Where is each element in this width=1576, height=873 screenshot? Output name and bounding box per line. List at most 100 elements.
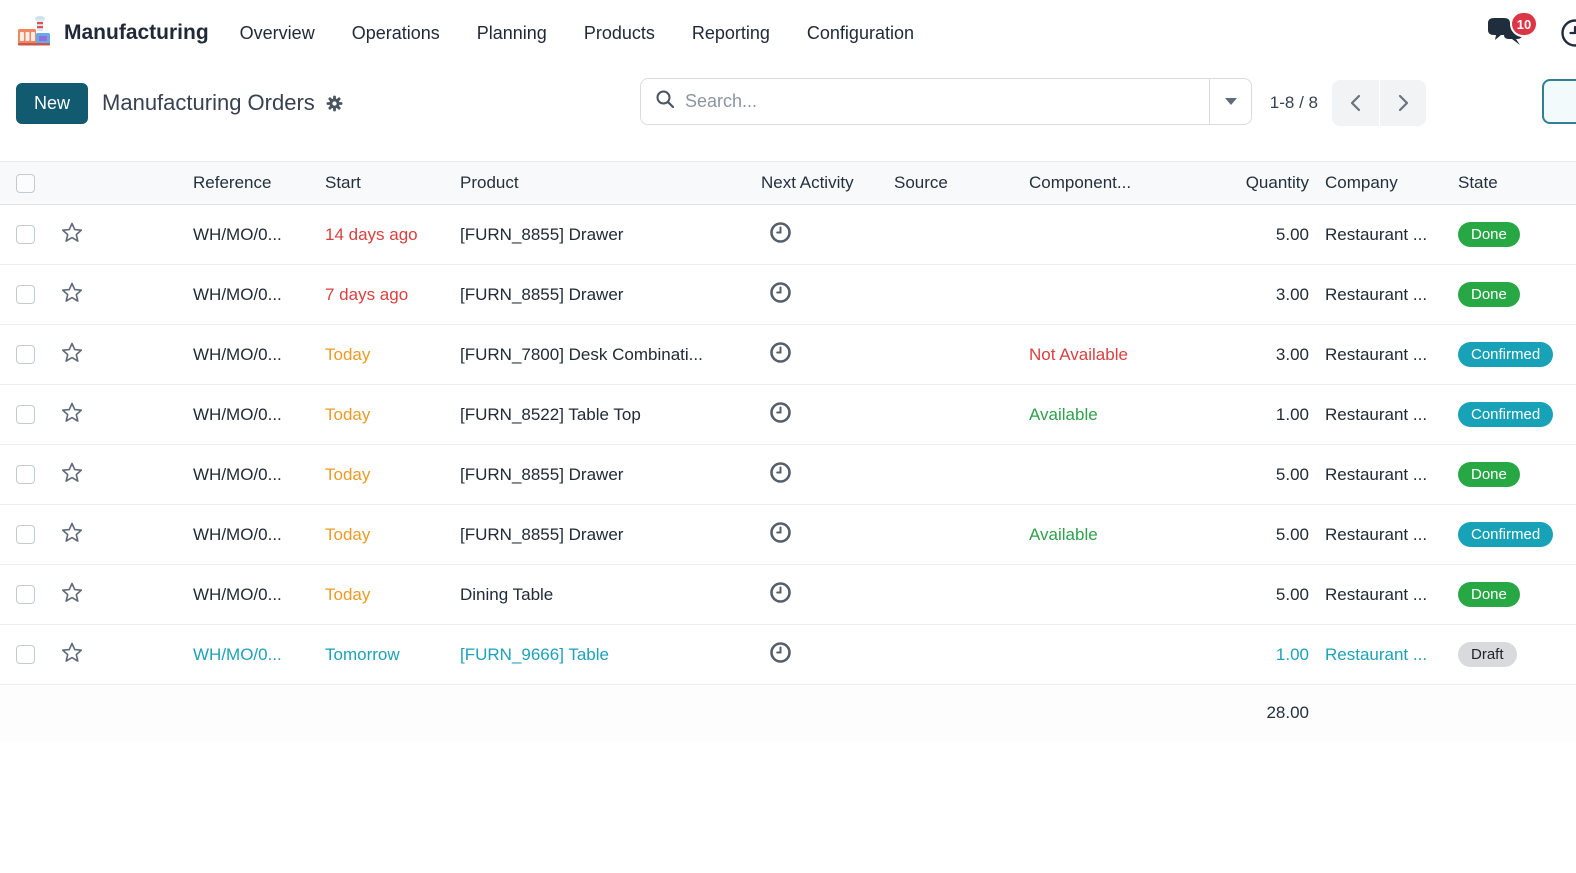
row-star-cell: [48, 384, 96, 445]
cell-state: Confirmed: [1450, 324, 1576, 385]
row-star-cell: [48, 264, 96, 325]
cell-source: [886, 624, 1021, 685]
pager-buttons: [1332, 80, 1426, 126]
favorite-star-icon[interactable]: [60, 461, 84, 484]
favorite-star-icon[interactable]: [60, 521, 84, 544]
row-checkbox[interactable]: [16, 585, 35, 604]
row-star-cell: [48, 204, 96, 265]
cell-source: [886, 444, 1021, 505]
activity-clock-icon[interactable]: [769, 581, 792, 604]
favorite-star-icon[interactable]: [60, 221, 84, 244]
table-row[interactable]: WH/MO/0... Today [FURN_8522] Table Top A…: [0, 384, 1576, 445]
menu-planning[interactable]: Planning: [476, 22, 547, 43]
status-badge: Done: [1458, 282, 1520, 307]
row-checkbox[interactable]: [16, 285, 35, 304]
activity-clock-icon[interactable]: [769, 341, 792, 364]
table-row[interactable]: WH/MO/0... Today [FURN_7800] Desk Combin…: [0, 324, 1576, 385]
activity-clock-icon[interactable]: [769, 221, 792, 244]
search-main: [641, 89, 1209, 114]
header-state[interactable]: State: [1450, 161, 1576, 205]
favorite-star-icon[interactable]: [60, 281, 84, 304]
main-menu: Overview Operations Planning Products Re…: [240, 23, 914, 44]
cell-source: [886, 564, 1021, 625]
status-badge: Done: [1458, 462, 1520, 487]
list-view-button[interactable]: [1542, 79, 1576, 124]
cell-quantity: 5.00: [1165, 204, 1311, 265]
search-icon: [655, 89, 675, 114]
footer-spacer-right: [1311, 684, 1576, 741]
menu-products[interactable]: Products: [583, 22, 655, 43]
row-select-cell: [0, 264, 48, 325]
spacer-column-header: [96, 161, 185, 205]
row-checkbox[interactable]: [16, 405, 35, 424]
header-component[interactable]: Component...: [1021, 161, 1165, 205]
cell-source: [886, 504, 1021, 565]
favorite-star-icon[interactable]: [60, 581, 84, 604]
cell-component-status: Available: [1021, 384, 1165, 445]
table-row[interactable]: WH/MO/0... Tomorrow [FURN_9666] Table 1.…: [0, 624, 1576, 685]
cell-start: 7 days ago: [317, 264, 452, 325]
row-checkbox[interactable]: [16, 225, 35, 244]
gear-icon[interactable]: [325, 94, 344, 113]
header-quantity[interactable]: Quantity: [1165, 161, 1311, 205]
row-checkbox[interactable]: [16, 525, 35, 544]
cell-start: 14 days ago: [317, 204, 452, 265]
table-row[interactable]: WH/MO/0... 14 days ago [FURN_8855] Drawe…: [0, 204, 1576, 265]
row-select-cell: [0, 444, 48, 505]
favorite-star-icon[interactable]: [60, 341, 84, 364]
cell-state: Draft: [1450, 624, 1576, 685]
row-checkbox[interactable]: [16, 645, 35, 664]
cell-product: [FURN_8855] Drawer: [452, 264, 753, 325]
select-all-checkbox[interactable]: [16, 173, 35, 193]
activity-clock-icon[interactable]: [769, 401, 792, 424]
pager-previous-button[interactable]: [1332, 80, 1379, 126]
cell-next-activity: [753, 264, 886, 325]
messages-icon[interactable]: 10: [1484, 11, 1538, 53]
activity-clock-icon[interactable]: [769, 641, 792, 664]
row-spacer-cell: [96, 624, 185, 685]
activity-clock-icon[interactable]: [769, 521, 792, 544]
table-row[interactable]: WH/MO/0... 7 days ago [FURN_8855] Drawer…: [0, 264, 1576, 325]
search-options-toggle[interactable]: [1209, 79, 1251, 124]
pager-next-button[interactable]: [1379, 80, 1426, 126]
cell-start: Tomorrow: [317, 624, 452, 685]
table-row[interactable]: WH/MO/0... Today [FURN_8855] Drawer Avai…: [0, 504, 1576, 565]
row-star-cell: [48, 564, 96, 625]
orders-tbody: WH/MO/0... 14 days ago [FURN_8855] Drawe…: [0, 204, 1576, 685]
cell-component-status: [1021, 444, 1165, 505]
status-badge: Confirmed: [1458, 342, 1554, 367]
row-select-cell: [0, 324, 48, 385]
menu-configuration[interactable]: Configuration: [806, 22, 914, 43]
row-checkbox[interactable]: [16, 345, 35, 364]
header-next-activity[interactable]: Next Activity: [753, 161, 886, 205]
cell-product: [FURN_7800] Desk Combinati...: [452, 324, 753, 385]
search-input[interactable]: [685, 91, 1195, 112]
header-start[interactable]: Start: [317, 161, 452, 205]
header-company[interactable]: Company: [1311, 161, 1450, 205]
favorite-star-icon[interactable]: [60, 401, 84, 424]
header-source[interactable]: Source: [886, 161, 1021, 205]
table-row[interactable]: WH/MO/0... Today Dining Table 5.00 Resta…: [0, 564, 1576, 625]
menu-operations[interactable]: Operations: [351, 22, 440, 43]
menu-overview[interactable]: Overview: [239, 22, 315, 43]
cell-company: Restaurant ...: [1311, 204, 1450, 265]
menu-reporting[interactable]: Reporting: [691, 22, 770, 43]
cell-state: Done: [1450, 204, 1576, 265]
row-star-cell: [48, 444, 96, 505]
pager: 1-8 / 8: [1270, 66, 1426, 140]
header-product[interactable]: Product: [452, 161, 753, 205]
row-checkbox[interactable]: [16, 465, 35, 484]
cell-company: Restaurant ...: [1311, 384, 1450, 445]
row-spacer-cell: [96, 324, 185, 385]
cell-component-status: [1021, 204, 1165, 265]
cell-quantity: 5.00: [1165, 564, 1311, 625]
new-button[interactable]: New: [16, 82, 89, 124]
activity-clock-icon[interactable]: [1560, 18, 1576, 48]
favorite-star-icon[interactable]: [60, 641, 84, 664]
header-reference[interactable]: Reference: [185, 161, 317, 205]
activity-clock-icon[interactable]: [769, 461, 792, 484]
app-menu-brand[interactable]: Manufacturing: [16, 15, 209, 52]
table-row[interactable]: WH/MO/0... Today [FURN_8855] Drawer 5.00…: [0, 444, 1576, 505]
cell-product: [FURN_8855] Drawer: [452, 444, 753, 505]
activity-clock-icon[interactable]: [769, 281, 792, 304]
